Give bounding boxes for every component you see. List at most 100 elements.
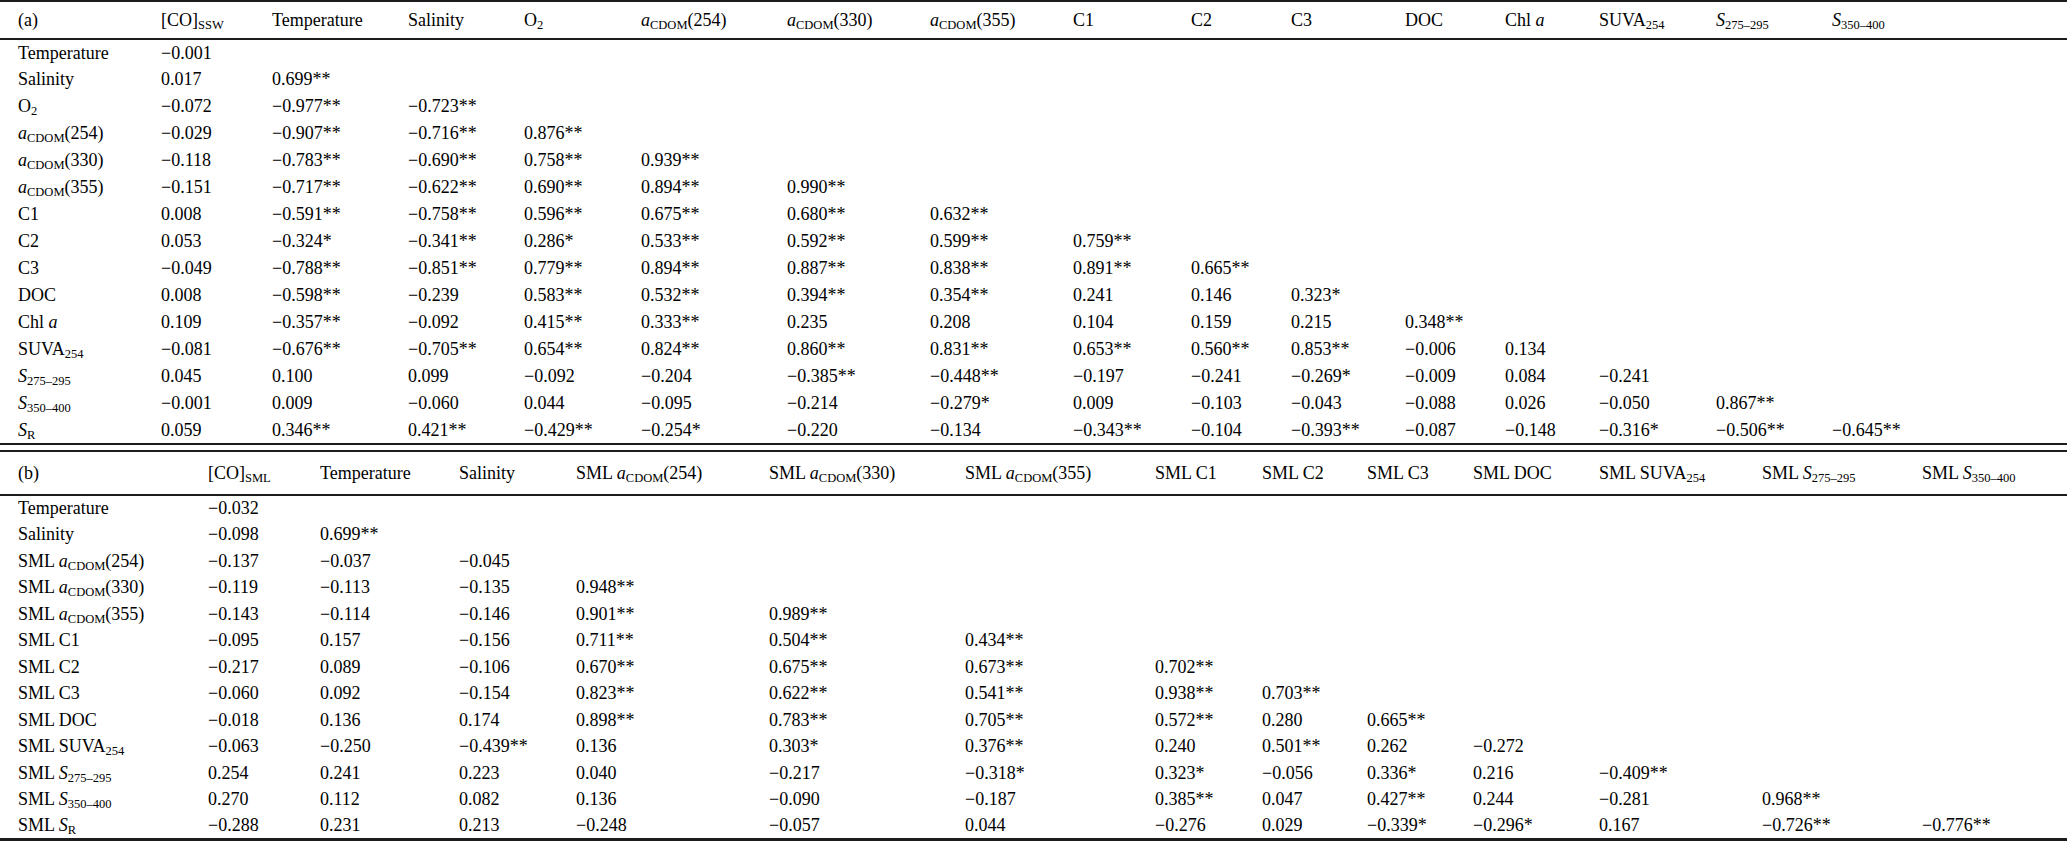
correlation-cell bbox=[1191, 228, 1291, 255]
correlation-cell: 0.053 bbox=[161, 228, 272, 255]
correlation-cell: 0.653** bbox=[1073, 336, 1191, 363]
table-row: SML C2−0.2170.089−0.1060.670**0.675**0.6… bbox=[0, 654, 2067, 681]
correlation-cell bbox=[1155, 495, 1262, 522]
correlation-cell: 0.084 bbox=[1505, 363, 1599, 390]
correlation-cell: 0.592** bbox=[787, 228, 930, 255]
row-header: Temperature bbox=[0, 495, 208, 522]
row-header: SML aCDOM(355) bbox=[0, 601, 208, 628]
correlation-cell bbox=[1505, 255, 1599, 282]
correlation-cell: 0.939** bbox=[641, 147, 787, 174]
correlation-cell: −0.385** bbox=[787, 363, 930, 390]
correlation-cell: −0.343** bbox=[1073, 417, 1191, 444]
table-row: O2−0.072−0.977**−0.723** bbox=[0, 93, 2067, 120]
column-header: SML DOC bbox=[1473, 451, 1599, 495]
correlation-cell bbox=[965, 522, 1155, 549]
correlation-cell bbox=[1922, 522, 2067, 549]
correlation-cell bbox=[1716, 309, 1832, 336]
correlation-cell: 0.213 bbox=[459, 813, 576, 840]
correlation-cell bbox=[576, 548, 769, 575]
correlation-cell bbox=[524, 93, 641, 120]
correlation-cell bbox=[1473, 575, 1599, 602]
correlation-cell: 0.215 bbox=[1291, 309, 1405, 336]
correlation-table-panel-a: (a)[CO]SSWTemperatureSalinityO2aCDOM(254… bbox=[0, 0, 2067, 445]
correlation-cell bbox=[1599, 734, 1762, 761]
correlation-cell: −0.037 bbox=[320, 548, 459, 575]
correlation-cell bbox=[787, 39, 930, 66]
correlation-cell: 0.759** bbox=[1073, 228, 1191, 255]
correlation-cell bbox=[1073, 66, 1191, 93]
correlation-cell bbox=[1599, 628, 1762, 655]
header-row: (b)[CO]SMLTemperatureSalinitySML aCDOM(2… bbox=[0, 451, 2067, 495]
correlation-cell bbox=[1473, 628, 1599, 655]
correlation-cell bbox=[1762, 522, 1922, 549]
table-row: SML aCDOM(355)−0.143−0.114−0.1460.901**0… bbox=[0, 601, 2067, 628]
correlation-cell bbox=[1832, 174, 2067, 201]
correlation-cell bbox=[1505, 228, 1599, 255]
correlation-cell bbox=[1716, 147, 1832, 174]
correlation-cell: −0.788** bbox=[272, 255, 408, 282]
correlation-cell bbox=[576, 495, 769, 522]
correlation-cell: 0.583** bbox=[524, 282, 641, 309]
row-header: S350–400 bbox=[0, 390, 161, 417]
correlation-cell bbox=[1073, 147, 1191, 174]
correlation-cell: 0.047 bbox=[1262, 787, 1367, 814]
correlation-cell: 0.596** bbox=[524, 201, 641, 228]
correlation-cell bbox=[1367, 601, 1473, 628]
correlation-cell bbox=[965, 601, 1155, 628]
correlation-cell: −0.043 bbox=[1291, 390, 1405, 417]
correlation-cell: −0.272 bbox=[1473, 734, 1599, 761]
row-header: SML C3 bbox=[0, 681, 208, 708]
correlation-cell: −0.092 bbox=[408, 309, 524, 336]
correlation-cell: 0.082 bbox=[459, 787, 576, 814]
correlation-cell: 0.159 bbox=[1191, 309, 1291, 336]
column-header: aCDOM(254) bbox=[641, 1, 787, 39]
correlation-cell bbox=[1073, 39, 1191, 66]
correlation-cell: −0.783** bbox=[272, 147, 408, 174]
correlation-cell: 0.783** bbox=[769, 707, 965, 734]
correlation-cell bbox=[1832, 147, 2067, 174]
correlation-cell bbox=[1262, 575, 1367, 602]
correlation-cell: 0.887** bbox=[787, 255, 930, 282]
correlation-cell: −0.439** bbox=[459, 734, 576, 761]
correlation-cell: 0.948** bbox=[576, 575, 769, 602]
correlation-cell bbox=[1599, 522, 1762, 549]
correlation-cell: 0.231 bbox=[320, 813, 459, 840]
correlation-cell bbox=[1599, 681, 1762, 708]
correlation-cell bbox=[769, 495, 965, 522]
table-row: SML SR−0.2880.2310.213−0.248−0.0570.044−… bbox=[0, 813, 2067, 840]
correlation-cell bbox=[1716, 336, 1832, 363]
correlation-cell: 0.654** bbox=[524, 336, 641, 363]
correlation-cell bbox=[1599, 309, 1716, 336]
correlation-cell: 0.699** bbox=[272, 66, 408, 93]
correlation-cell bbox=[1155, 548, 1262, 575]
correlation-cell bbox=[787, 147, 930, 174]
correlation-cell bbox=[1473, 601, 1599, 628]
correlation-cell: 0.901** bbox=[576, 601, 769, 628]
correlation-cell bbox=[1291, 174, 1405, 201]
correlation-cell: −0.072 bbox=[161, 93, 272, 120]
correlation-cell: −0.276 bbox=[1155, 813, 1262, 840]
correlation-cell bbox=[1922, 760, 2067, 787]
correlation-cell bbox=[769, 522, 965, 549]
correlation-cell: −0.622** bbox=[408, 174, 524, 201]
correlation-cell: −0.063 bbox=[208, 734, 320, 761]
correlation-cell: 0.532** bbox=[641, 282, 787, 309]
table-row: Salinity−0.0980.699** bbox=[0, 522, 2067, 549]
correlation-cell bbox=[1505, 39, 1599, 66]
correlation-cell bbox=[1599, 495, 1762, 522]
correlation-cell bbox=[930, 147, 1073, 174]
correlation-cell bbox=[408, 66, 524, 93]
correlation-cell: 0.665** bbox=[1191, 255, 1291, 282]
correlation-cell: −0.409** bbox=[1599, 760, 1762, 787]
correlation-cell: −0.645** bbox=[1832, 417, 2067, 444]
correlation-cell: −0.429** bbox=[524, 417, 641, 444]
correlation-cell bbox=[1367, 575, 1473, 602]
correlation-cell bbox=[1599, 548, 1762, 575]
correlation-cell bbox=[1191, 174, 1291, 201]
row-header: Salinity bbox=[0, 522, 208, 549]
correlation-cell bbox=[1262, 522, 1367, 549]
correlation-cell bbox=[1473, 522, 1599, 549]
correlation-cell: −0.118 bbox=[161, 147, 272, 174]
correlation-cell: −0.239 bbox=[408, 282, 524, 309]
correlation-cell bbox=[1405, 255, 1505, 282]
